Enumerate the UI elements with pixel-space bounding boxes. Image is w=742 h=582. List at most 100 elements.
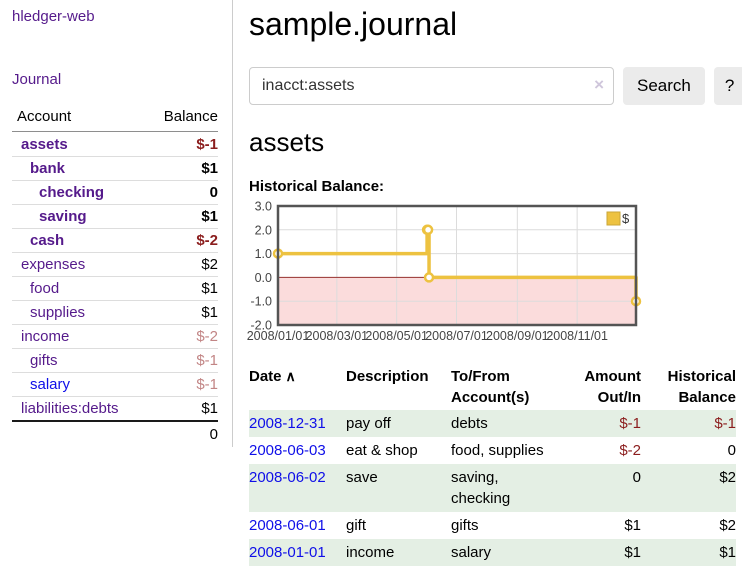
register-cell-amount: $1 [624, 517, 641, 534]
register-cell-description: eat & shop [346, 442, 418, 459]
register-cell-accounts: food, supplies [451, 442, 544, 459]
search-form: × Search ? [249, 67, 742, 105]
register-cell-description: pay off [346, 415, 391, 432]
page-title: sample.journal [249, 6, 458, 42]
sidebar-account-balance: $1 [201, 160, 218, 177]
account-column-header: Account [17, 108, 72, 125]
transaction-date-link[interactable]: 2008-12-31 [249, 415, 326, 432]
register-cell-balance: 0 [727, 442, 736, 459]
register-cell-date: 2008-06-01 [249, 512, 346, 539]
register-cell-accounts: debts [451, 415, 488, 432]
register-row: 2008-06-03 eat & shop food, supplies $-2 0 [249, 437, 736, 464]
register-header-row: Date ∧ Description To/From Account(s) Amo… [249, 364, 736, 410]
y-axis-tick-label: 3.0 [255, 200, 272, 214]
x-axis-tick-label: 2008/01/01 [247, 329, 310, 343]
chart-svg: 3.0 2.0 1.0 0.0 -1.0 -2.02008/01/012008/03/01… [247, 200, 642, 343]
clear-search-icon[interactable]: × [594, 75, 604, 94]
sidebar-account-rows: assets $-1 bank $1 checking 0 saving $1 cash $-2 e… [12, 132, 218, 420]
sidebar-account-link[interactable]: saving [39, 208, 87, 225]
transaction-date-link[interactable]: 2008-06-03 [249, 442, 326, 459]
sidebar-account-balance: $1 [201, 304, 218, 321]
register-cell-date: 2008-12-31 [249, 410, 346, 437]
search-input-wrapper: × [249, 67, 614, 105]
sidebar-account-row: cash $-2 [12, 228, 218, 252]
chart-data-point [422, 224, 434, 236]
sidebar-account-balance: $-1 [196, 135, 218, 153]
sidebar-account-row: liabilities:debts $1 [12, 396, 218, 420]
register-cell-amount: 0 [632, 469, 641, 486]
register-cell-accounts: gifts [451, 517, 479, 534]
register-cell-balance: $-1 [714, 415, 736, 432]
register-table: Date ∧ Description To/From Account(s) Amo… [249, 364, 736, 566]
register-cell-date: 2008-01-01 [249, 539, 346, 566]
historical-balance-chart: 3.0 2.0 1.0 0.0 -1.0 -2.0 2008/01/01 2008/03/01… [245, 200, 742, 347]
sidebar-account-row: checking 0 [12, 180, 218, 204]
help-button[interactable]: ? [713, 67, 742, 105]
register-cell-accounts: salary [451, 544, 492, 561]
sidebar-account-balance: $1 [201, 280, 218, 297]
account-title: assets [249, 127, 325, 157]
sidebar-account-balance: 0 [209, 184, 218, 201]
sidebar-account-link[interactable]: supplies [30, 304, 86, 321]
register-cell-balance: $2 [719, 517, 736, 534]
register-cell-description: income [346, 544, 395, 561]
chart-heading: Historical Balance: [249, 178, 385, 195]
register-cell-balance: $2 [719, 469, 736, 486]
x-axis-tick-label: 2008/09/01 [486, 329, 549, 343]
sidebar-account-row: income $-2 [12, 324, 218, 348]
nav-journal-link[interactable]: Journal [12, 71, 62, 88]
sidebar-account-link[interactable]: gifts [30, 352, 58, 369]
y-axis-tick-label: 1.0 [255, 247, 272, 261]
register-row: 2008-06-02 save saving, checking 0 $2 [249, 464, 736, 512]
sidebar-account-balance: $-1 [196, 352, 218, 369]
sidebar-account-link[interactable]: assets [21, 135, 68, 153]
sidebar-account-link[interactable]: liabilities:debts [21, 400, 119, 417]
sidebar-account-link[interactable]: food [30, 280, 60, 297]
register-cell-date: 2008-06-02 [249, 464, 346, 512]
chart-data-point [423, 272, 435, 283]
sidebar-account-balance: $-1 [196, 376, 218, 393]
transaction-date-link[interactable]: 2008-01-01 [249, 544, 326, 561]
sidebar-total-row: 0 [12, 420, 218, 444]
app-window: hledger-web Journal Account Balance asse… [0, 0, 742, 566]
sidebar-account-balance: $1 [201, 208, 218, 225]
register-cell-description: save [346, 469, 378, 486]
transaction-date-link[interactable]: 2008-06-02 [249, 469, 326, 486]
sidebar-account-row: gifts $-1 [12, 348, 218, 372]
sidebar-total-balance: 0 [209, 426, 218, 443]
register-cell-amount: $-1 [619, 415, 641, 432]
balance-column-header: Balance [163, 108, 218, 125]
sidebar-account-row: food $1 [12, 276, 218, 300]
transaction-date-link[interactable]: 2008-06-01 [249, 517, 326, 534]
y-axis-tick-label: 0.0 [255, 271, 272, 285]
search-button[interactable]: Search [623, 67, 705, 105]
register-cell-accounts: saving, checking [451, 469, 511, 507]
sidebar-account-row: saving $1 [12, 204, 218, 228]
plot-border [276, 204, 638, 327]
sidebar-account-link[interactable]: bank [30, 160, 66, 177]
sidebar-accounts-header: Account Balance [12, 105, 218, 132]
brand-link[interactable]: hledger-web [12, 8, 95, 25]
col-header-amount: Amount Out/In [584, 368, 641, 406]
sidebar-account-link[interactable]: checking [39, 184, 105, 201]
x-axis-tick-label: 2008/03/01 [306, 329, 369, 343]
col-header-accounts: To/From Account(s) [451, 368, 530, 406]
sidebar-account-link[interactable]: income [21, 328, 70, 345]
register-cell-amount: $1 [624, 544, 641, 561]
x-axis-tick-label: 2008/11/01 [546, 329, 608, 343]
register-cell-description: gift [346, 517, 367, 534]
sidebar-account-link[interactable]: expenses [21, 256, 86, 273]
register-row: 2008-06-01 gift gifts $1 $2 [249, 512, 736, 539]
col-header-date[interactable]: Date ∧ [249, 364, 346, 410]
y-axis-tick-label: 2.0 [255, 223, 272, 237]
sidebar: hledger-web Journal Account Balance asse… [0, 0, 233, 447]
register-cell-balance: $1 [719, 544, 736, 561]
sidebar-account-row: supplies $1 [12, 300, 218, 324]
col-header-description: Description [346, 368, 429, 385]
sidebar-account-link[interactable]: salary [30, 376, 71, 393]
sidebar-account-link[interactable]: cash [30, 232, 65, 249]
legend-label: $ [622, 211, 630, 226]
register-cell-date: 2008-06-03 [249, 437, 346, 464]
search-input[interactable] [249, 67, 614, 105]
sidebar-account-balance: $1 [201, 400, 218, 417]
